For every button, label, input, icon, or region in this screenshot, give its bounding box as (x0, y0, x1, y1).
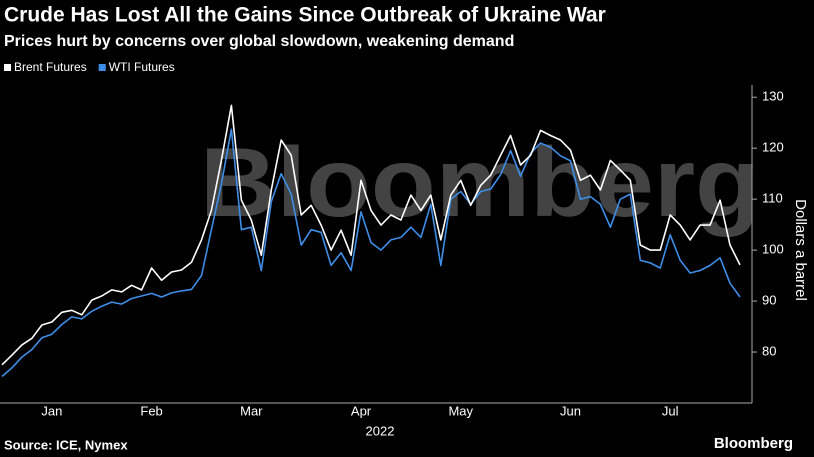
y-tick-label: 80 (762, 343, 776, 358)
source: Source: ICE, Nymex (4, 437, 128, 452)
y-axis-label: Dollars a barrel (792, 199, 809, 301)
y-tick-label: 90 (762, 293, 776, 308)
x-tick-label: Feb (140, 403, 162, 418)
x-tick-label: Apr (351, 403, 372, 418)
legend-label: Brent Futures (14, 60, 87, 74)
x-tick-label: Jul (662, 403, 679, 418)
x-tick-label: Mar (240, 403, 263, 418)
legend-label: WTI Futures (109, 60, 175, 74)
y-tick-label: 100 (762, 242, 784, 257)
chart-title: Crude Has Lost All the Gains Since Outbr… (4, 4, 606, 27)
legend-swatch (4, 64, 11, 71)
x-tick-label: Jan (41, 403, 62, 418)
y-tick-label: 110 (762, 191, 783, 206)
x-tick-label: Jun (560, 403, 581, 418)
y-tick-label: 120 (762, 140, 784, 155)
y-tick-label: 130 (762, 89, 784, 104)
legend-swatch (98, 64, 106, 71)
watermark: Bloomberg (200, 127, 760, 237)
x-axis-label: 2022 (366, 423, 395, 438)
x-tick-label: May (448, 403, 473, 418)
brand: Bloomberg (714, 435, 793, 452)
line-series (1, 104, 741, 366)
chart-subtitle: Prices hurt by concerns over global slow… (4, 33, 514, 50)
line-series (1, 128, 741, 378)
